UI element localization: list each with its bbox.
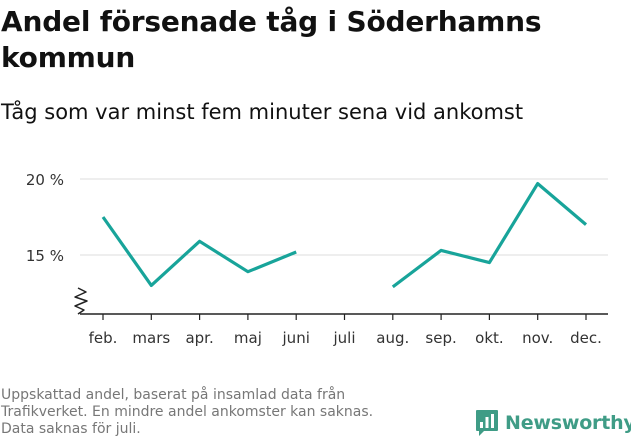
series-line	[101, 216, 297, 288]
x-tick-label: mars	[132, 329, 170, 347]
footnote-line: Data saknas för juli.	[1, 421, 141, 437]
axis-break-icon	[74, 287, 88, 315]
chart-title: Andel försenade tåg i Söderhamns kommun	[1, 5, 542, 74]
footnote-line: Trafikverket. En mindre andel ankomster …	[1, 404, 374, 420]
y-tick-label: 20 %	[26, 171, 64, 189]
x-tick-label: juni	[282, 329, 310, 347]
chart-subtitle: Tåg som var minst fem minuter sena vid a…	[1, 100, 524, 124]
x-tick-label: juli	[332, 329, 355, 347]
x-tick-label: nov.	[522, 329, 553, 347]
footnote: Uppskattad andel, baserat på insamlad da…	[1, 387, 461, 438]
line-chart: 15 % 20 % feb. mars apr. maj juni juli aug. sep. o…	[26, 171, 608, 347]
x-tick-label: okt.	[475, 329, 504, 347]
newsworthy-logo-icon	[476, 410, 498, 436]
x-tick-label: sep.	[425, 329, 456, 347]
series-line	[391, 182, 588, 289]
footnote-line: Uppskattad andel, baserat på insamlad da…	[1, 387, 346, 403]
brand-name: Newsworthy	[505, 412, 631, 434]
y-tick-label: 15 %	[26, 247, 64, 265]
x-tick-label: dec.	[570, 329, 602, 347]
brand-logo[interactable]: Newsworthy	[475, 408, 631, 438]
x-tick-label: aug.	[376, 329, 409, 347]
x-tick-label: maj	[234, 329, 262, 347]
x-tick-label: feb.	[89, 329, 118, 347]
x-tick-label: apr.	[185, 329, 213, 347]
